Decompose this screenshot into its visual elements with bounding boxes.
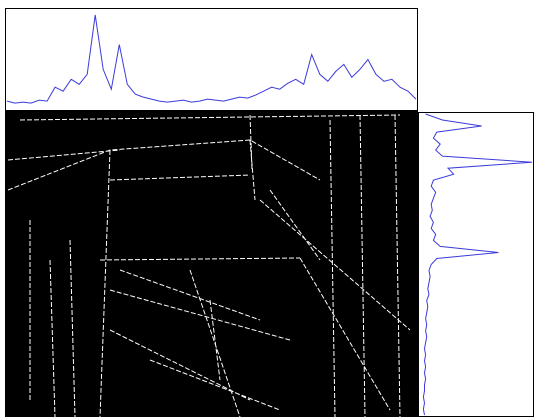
- edges: [7, 114, 411, 417]
- top-plot-frame: [5, 8, 418, 111]
- image-area: [5, 111, 418, 417]
- profile-line: [422, 113, 533, 416]
- profile-line: [6, 14, 417, 104]
- edge-image: [5, 111, 418, 417]
- plots: [6, 14, 533, 416]
